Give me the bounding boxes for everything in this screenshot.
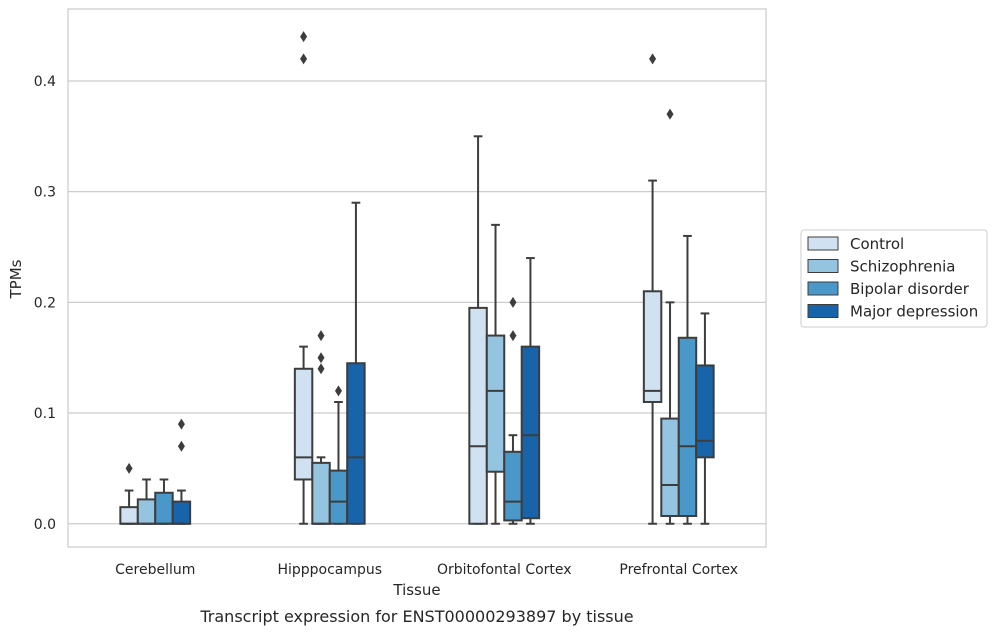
legend-frame xyxy=(800,229,988,328)
outlier-point xyxy=(334,385,342,397)
outlier-point xyxy=(317,330,325,342)
box xyxy=(520,257,541,525)
outlier-point xyxy=(649,53,657,65)
chart-caption: Transcript expression for ENST0000029389… xyxy=(199,607,633,626)
box-body xyxy=(328,469,349,525)
box xyxy=(485,223,506,525)
outlier-point xyxy=(300,31,308,43)
box-body xyxy=(171,500,192,525)
x-tick-label: Orbitofontal Cortex xyxy=(437,562,572,578)
box-body xyxy=(695,364,715,459)
y-tick-label: 0.1 xyxy=(34,406,56,422)
box-body xyxy=(485,334,506,473)
y-tick-label: 0.4 xyxy=(34,74,56,90)
x-tick-label: Cerebellum xyxy=(115,562,195,578)
legend-swatch xyxy=(807,304,839,318)
legend-swatch xyxy=(807,259,839,273)
outlier-point xyxy=(300,53,308,65)
outlier-point xyxy=(177,418,185,430)
box xyxy=(171,418,192,525)
box-body xyxy=(642,290,663,403)
box-body xyxy=(660,417,680,518)
outlier-point xyxy=(125,462,133,474)
box xyxy=(695,312,715,525)
legend-label: Major depression xyxy=(850,303,978,321)
outlier-point xyxy=(317,363,325,375)
box xyxy=(293,31,314,525)
box-body xyxy=(119,506,139,525)
box xyxy=(468,135,488,525)
box-body xyxy=(154,491,174,525)
legend: Control Schizophrenia Bipolar disorder Majo… xyxy=(800,229,988,328)
box xyxy=(642,53,663,525)
box xyxy=(119,462,139,525)
box-body xyxy=(293,367,314,481)
box-body xyxy=(503,450,523,522)
box-body xyxy=(136,498,157,525)
legend-label: Schizophrenia xyxy=(850,258,955,276)
outlier-point xyxy=(666,108,674,120)
x-axis-label: Tissue xyxy=(392,581,440,599)
box xyxy=(346,201,366,525)
outlier-point xyxy=(509,330,517,342)
box-body xyxy=(520,345,541,520)
outlier-point xyxy=(317,352,325,364)
outlier-point xyxy=(509,296,517,308)
box-body xyxy=(677,336,698,518)
box-series xyxy=(119,31,715,525)
box xyxy=(154,478,174,525)
box-body xyxy=(346,362,366,525)
y-axis-label: TPMs xyxy=(7,259,25,299)
y-tick-label: 0.3 xyxy=(34,185,56,201)
x-tick-label: Hipppocampus xyxy=(277,562,382,578)
box-body xyxy=(311,461,331,525)
plot-frame xyxy=(67,8,767,548)
outlier-point xyxy=(177,440,185,452)
legend-swatch xyxy=(807,281,839,296)
y-tick-label: 0.2 xyxy=(34,295,56,311)
box-body xyxy=(468,306,488,525)
x-tick-label: Prefrontal Cortex xyxy=(619,562,738,578)
y-tick-label: 0.0 xyxy=(34,517,56,533)
legend-label: Bipolar disorder xyxy=(850,280,970,298)
box xyxy=(136,478,157,525)
legend-swatch xyxy=(807,236,839,251)
y-tick-labels: 0.0 0.1 0.2 0.3 0.4 xyxy=(34,74,56,533)
x-tick-labels: Cerebellum Hipppocampus Orbitofontal Corte… xyxy=(115,562,738,578)
legend-label: Control xyxy=(850,235,904,253)
